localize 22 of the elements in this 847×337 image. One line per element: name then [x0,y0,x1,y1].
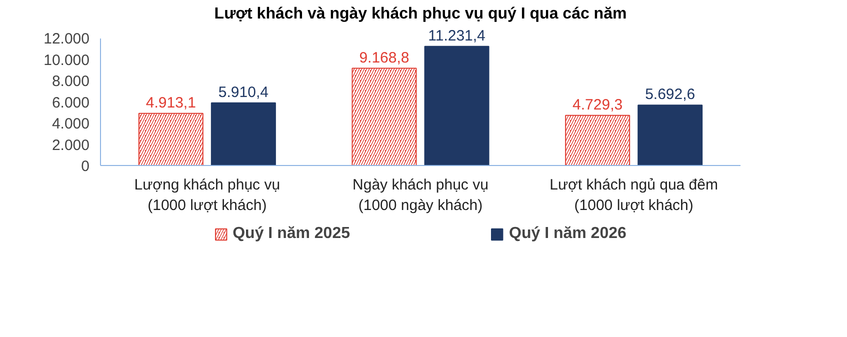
x-tick-label: Lượng khách phục vụ (1000 lượt khách) [134,176,280,214]
y-tick-label: 4.000 [52,116,90,133]
chart-title: Lượt khách và ngày khách phục vụ quý I qua các năm [214,6,627,22]
x-tick-label: Ngày khách phục vụ (1000 ngày khách) [352,176,488,214]
x-tick-label: Lượt khách ngủ qua đêm (1000 lượt khách) [550,176,718,214]
bar [424,46,490,166]
data-label: 11.231,4 [428,27,486,44]
y-tick-label: 12.000 [44,30,90,48]
legend-label: Quý I năm 2026 [509,225,626,243]
y-tick-label: 10.000 [44,52,90,69]
data-label: 5.692,6 [645,86,696,104]
legend-label: Quý I năm 2025 [232,225,350,243]
y-tick-label: 2.000 [52,136,90,154]
y-tick-label: 0 [81,158,90,175]
y-tick-label: 6.000 [52,94,90,112]
bar [638,104,703,166]
data-label: 4.913,1 [146,94,196,112]
data-label: 9.168,8 [359,49,410,66]
bar [210,102,276,166]
y-tick-label: 8.000 [52,73,90,90]
data-label: 4.729,3 [572,96,623,114]
data-label: 5.910,4 [218,84,268,101]
